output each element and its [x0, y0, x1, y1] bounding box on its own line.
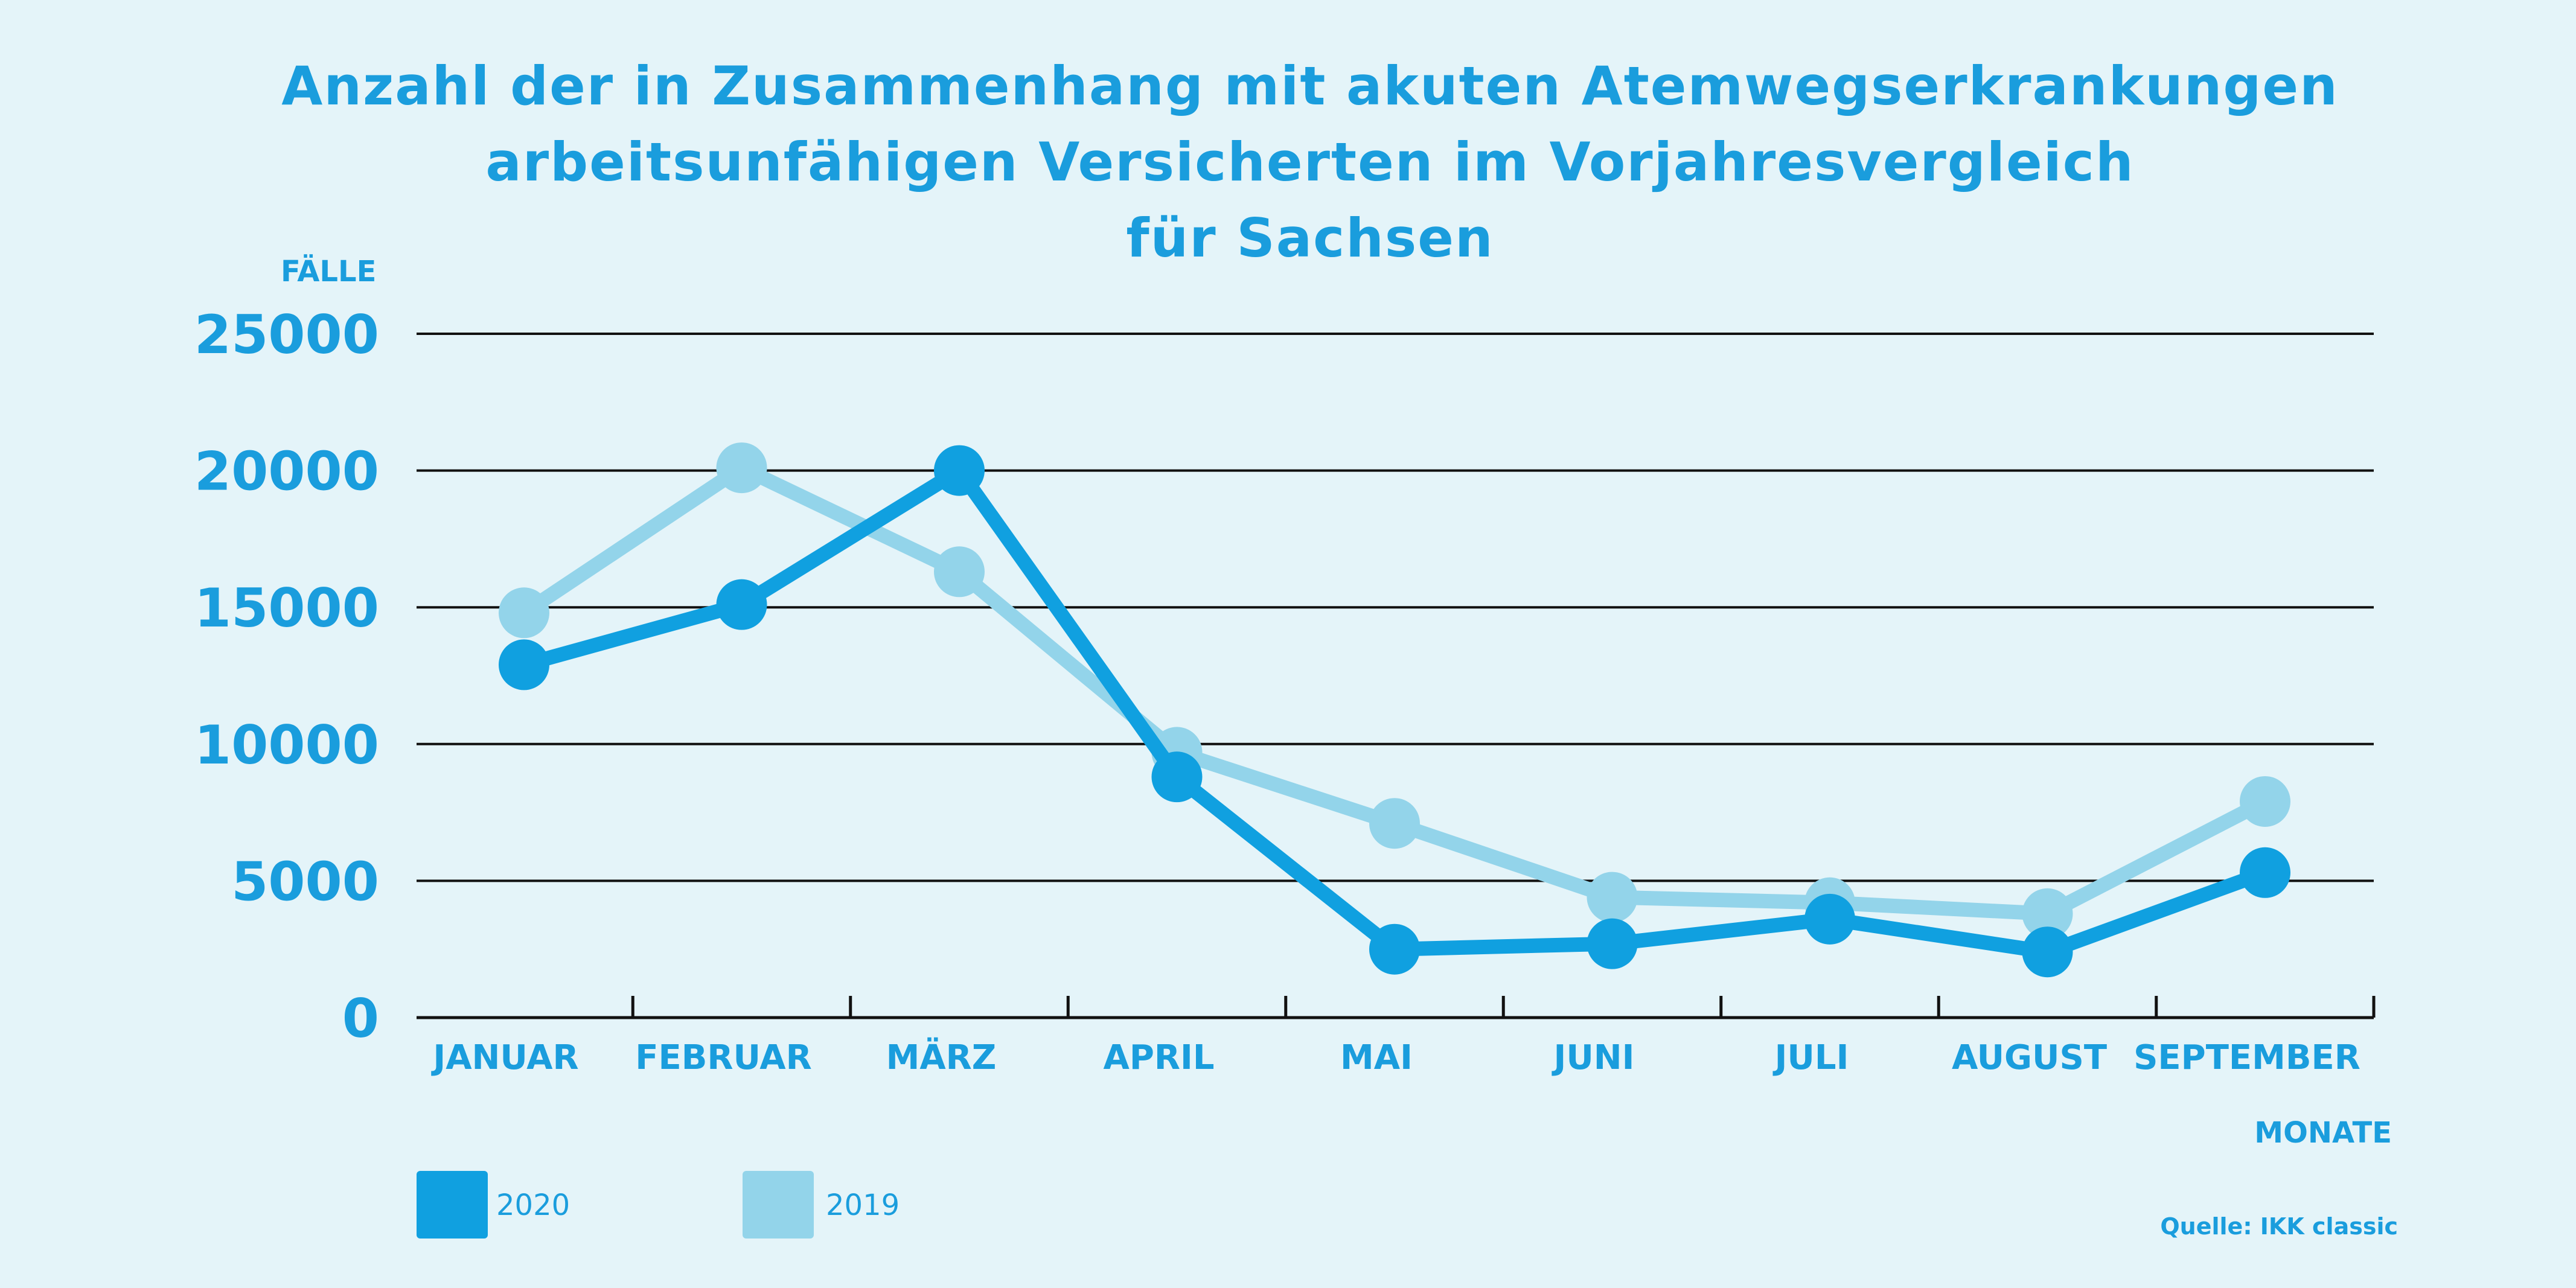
x-tick-label: AUGUST	[1952, 1038, 2107, 1077]
data-point-2020	[1369, 923, 1420, 975]
data-point-2019	[716, 442, 767, 494]
legend: 2020 2019	[417, 1171, 900, 1239]
x-tick-label: JULI	[1772, 1038, 1849, 1077]
y-tick-label: 20000	[194, 441, 379, 503]
data-point-2020	[1151, 751, 1203, 803]
title-line-1: Anzahl der in Zusammenhang mit akuten At…	[281, 55, 2339, 117]
data-point-2019	[499, 587, 549, 639]
data-point-2020	[499, 639, 549, 690]
legend-swatch-2020	[417, 1171, 488, 1239]
data-point-2020	[2022, 926, 2073, 978]
data-point-2019	[1587, 872, 1638, 923]
x-tick-label: MÄRZ	[886, 1038, 997, 1077]
data-point-2019	[934, 546, 985, 598]
y-tick-label: 5000	[231, 850, 379, 913]
data-point-2019	[2022, 888, 2073, 939]
x-tick-label: JANUAR	[430, 1038, 578, 1077]
series-2019	[499, 442, 2290, 939]
data-point-2020	[934, 445, 985, 496]
y-tick-label: 15000	[194, 577, 379, 639]
data-point-2019	[2240, 776, 2290, 827]
y-axis-tick-labels: 0 5000 10000 15000 20000 25000	[194, 304, 379, 1050]
data-point-2020	[1804, 893, 1855, 945]
legend-swatch-2019	[743, 1171, 814, 1239]
data-point-2020	[716, 579, 767, 630]
x-axis	[417, 996, 2376, 1019]
source-note: Quelle: IKK classic	[2160, 1213, 2398, 1240]
x-axis-tick-labels: JANUAR FEBRUAR MÄRZ APRIL MAI JUNI JULI AUGUST S…	[430, 1038, 2360, 1077]
y-tick-label: 10000	[194, 714, 379, 776]
x-tick-label: APRIL	[1103, 1038, 1214, 1077]
x-axis-label: MONATE	[2254, 1116, 2392, 1150]
chart-title: Anzahl der in Zusammenhang mit akuten At…	[0, 48, 2576, 276]
data-point-2020	[2240, 847, 2290, 898]
x-tick-label: MAI	[1340, 1038, 1413, 1077]
legend-label-2020: 2020	[496, 1188, 570, 1222]
y-tick-label: 25000	[194, 304, 379, 366]
series-2020	[499, 445, 2290, 978]
legend-label-2019: 2019	[826, 1188, 900, 1222]
series-lines	[499, 442, 2290, 978]
title-line-2: arbeitsunfähigen Versicherten im Vorjahr…	[485, 131, 2135, 193]
data-point-2020	[1587, 918, 1638, 969]
x-tick-label: SEPTEMBER	[2133, 1038, 2360, 1077]
y-axis-label: FÄLLE	[281, 254, 376, 289]
y-tick-label: 0	[342, 987, 379, 1050]
title-line-3: für Sachsen	[1126, 207, 1494, 269]
data-point-2019	[1369, 798, 1420, 849]
x-tick-label: JUNI	[1551, 1038, 1634, 1077]
x-tick-label: FEBRUAR	[635, 1038, 812, 1077]
